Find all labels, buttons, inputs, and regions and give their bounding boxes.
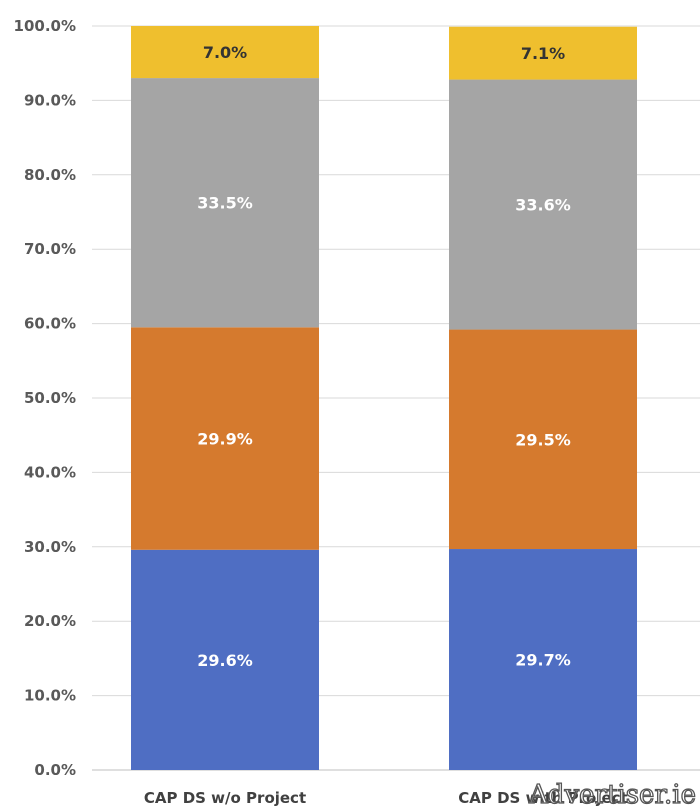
y-tick-label: 20.0% [24, 612, 76, 630]
bars: 29.6% 29.9% 33.5% 7.0% 29.7% 29.5% 33.6% 7.1% [131, 26, 637, 770]
x-category-label: CAP DS w/o Project [144, 789, 306, 807]
watermark-logo: Advertiser.ie [528, 779, 696, 810]
y-tick-label: 60.0% [24, 315, 76, 333]
data-label: 29.7% [515, 651, 571, 670]
y-tick-label: 10.0% [24, 687, 76, 705]
data-label: 33.5% [197, 194, 253, 213]
x-axis: CAP DS w/o Project CAP DS with Project [144, 789, 628, 807]
bar-segment [449, 549, 637, 770]
y-tick-label: 40.0% [24, 463, 76, 481]
y-tick-label: 90.0% [24, 91, 76, 109]
bar-segment [131, 26, 319, 79]
bar-segment [449, 329, 637, 550]
bar-segment [449, 79, 637, 330]
y-tick-label: 50.0% [24, 389, 76, 407]
bar-segment [449, 26, 637, 80]
y-tick-label: 0.0% [34, 761, 76, 779]
y-axis: 0.0% 10.0% 20.0% 30.0% 40.0% 50.0% 60.0% 70.0% 8… [14, 17, 76, 779]
data-label: 29.5% [515, 430, 571, 449]
x-category-label: CAP DS with Project [458, 789, 627, 807]
y-tick-label: 100.0% [14, 17, 76, 35]
y-tick-label: 80.0% [24, 166, 76, 184]
bar-segment [131, 549, 319, 770]
data-label: 29.9% [197, 430, 253, 449]
data-label: 7.1% [521, 44, 565, 63]
y-tick-label: 30.0% [24, 538, 76, 556]
bar-segment [131, 78, 319, 328]
data-label: 29.6% [197, 651, 253, 670]
data-label: 7.0% [203, 43, 247, 62]
data-label: 33.6% [515, 196, 571, 215]
bar-segment [131, 327, 319, 550]
y-tick-label: 70.0% [24, 240, 76, 258]
